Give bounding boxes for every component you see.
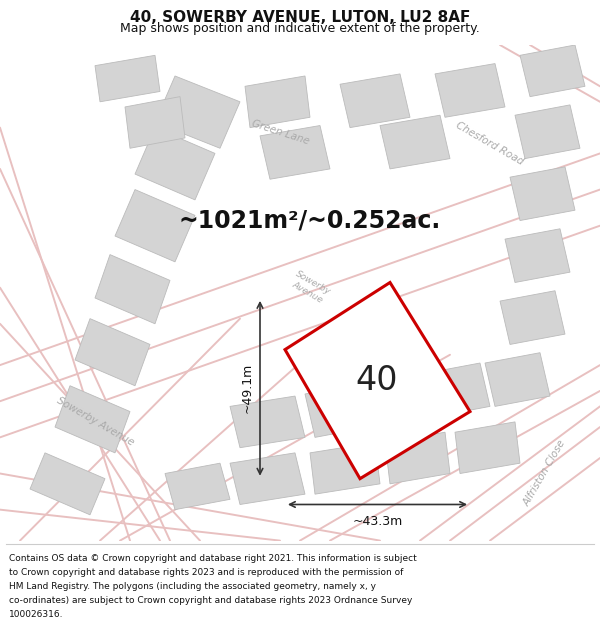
Polygon shape	[520, 45, 585, 97]
Polygon shape	[380, 115, 450, 169]
Polygon shape	[485, 352, 550, 406]
Polygon shape	[310, 442, 380, 494]
Polygon shape	[385, 432, 450, 484]
Text: Sowerby Avenue: Sowerby Avenue	[55, 396, 136, 448]
Polygon shape	[75, 319, 150, 386]
Polygon shape	[260, 126, 330, 179]
Polygon shape	[230, 453, 305, 504]
Text: 40: 40	[355, 364, 398, 397]
Polygon shape	[95, 254, 170, 324]
Text: 40, SOWERBY AVENUE, LUTON, LU2 8AF: 40, SOWERBY AVENUE, LUTON, LU2 8AF	[130, 10, 470, 25]
Polygon shape	[455, 422, 520, 474]
Polygon shape	[135, 127, 215, 200]
Polygon shape	[30, 453, 105, 515]
Polygon shape	[125, 97, 185, 148]
Polygon shape	[155, 76, 240, 148]
Text: Chesford Road: Chesford Road	[454, 119, 526, 166]
Polygon shape	[425, 363, 490, 417]
Text: Alfriston Close: Alfriston Close	[522, 439, 568, 508]
Polygon shape	[305, 384, 370, 438]
Text: 100026316.: 100026316.	[9, 610, 64, 619]
Text: ~49.1m: ~49.1m	[241, 363, 254, 414]
Polygon shape	[500, 291, 565, 344]
Polygon shape	[95, 56, 160, 102]
Polygon shape	[285, 282, 470, 479]
Text: ~43.3m: ~43.3m	[352, 515, 403, 528]
Polygon shape	[365, 373, 430, 427]
Polygon shape	[340, 74, 410, 128]
Polygon shape	[505, 229, 570, 282]
Polygon shape	[115, 189, 195, 262]
Polygon shape	[515, 105, 580, 159]
Text: ~1021m²/~0.252ac.: ~1021m²/~0.252ac.	[179, 209, 441, 232]
Text: Map shows position and indicative extent of the property.: Map shows position and indicative extent…	[120, 22, 480, 35]
Text: co-ordinates) are subject to Crown copyright and database rights 2023 Ordnance S: co-ordinates) are subject to Crown copyr…	[9, 596, 412, 605]
Text: Green Lane: Green Lane	[250, 119, 310, 147]
Polygon shape	[435, 64, 505, 118]
Polygon shape	[55, 386, 130, 453]
Polygon shape	[245, 76, 310, 128]
Text: HM Land Registry. The polygons (including the associated geometry, namely x, y: HM Land Registry. The polygons (includin…	[9, 582, 376, 591]
Text: Sowerby
Avenue: Sowerby Avenue	[288, 269, 332, 306]
Polygon shape	[230, 396, 305, 448]
Polygon shape	[510, 167, 575, 221]
Text: Contains OS data © Crown copyright and database right 2021. This information is : Contains OS data © Crown copyright and d…	[9, 554, 417, 563]
Polygon shape	[165, 463, 230, 509]
Text: to Crown copyright and database rights 2023 and is reproduced with the permissio: to Crown copyright and database rights 2…	[9, 568, 403, 577]
